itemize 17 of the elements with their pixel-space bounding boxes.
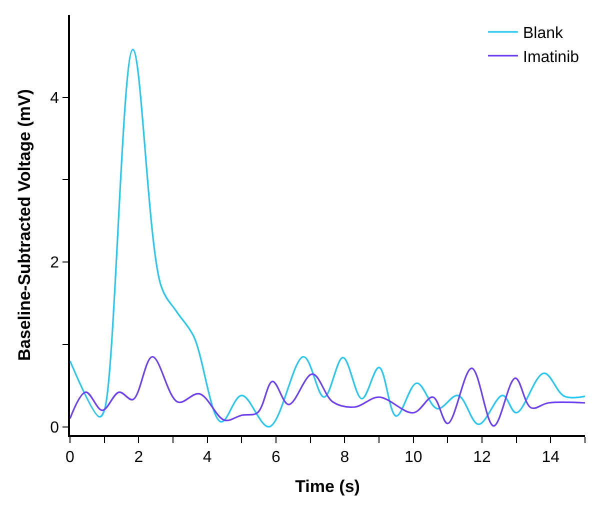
- x-tick-label: 8: [340, 448, 350, 466]
- x-tick-label: 12: [473, 448, 491, 466]
- y-tick-label: 4: [50, 90, 60, 107]
- x-tick-label: 14: [542, 448, 560, 466]
- legend-label: Blank: [523, 25, 564, 42]
- x-tick-label: 10: [404, 448, 422, 466]
- y-tick-label: 2: [50, 254, 60, 272]
- x-tick-label: 4: [202, 448, 212, 466]
- y-axis-title: Baseline-Subtracted Voltage (mV): [15, 89, 34, 361]
- y-tick-label: 0: [50, 419, 60, 436]
- x-axis-title: Time (s): [295, 476, 360, 496]
- x-tick-label: 2: [134, 448, 144, 466]
- line-series: [70, 356, 585, 427]
- line-series: [70, 48, 585, 428]
- legend-label: Imatinib: [523, 48, 580, 66]
- x-tick-label: 0: [66, 448, 75, 466]
- x-tick-label: 6: [272, 448, 281, 466]
